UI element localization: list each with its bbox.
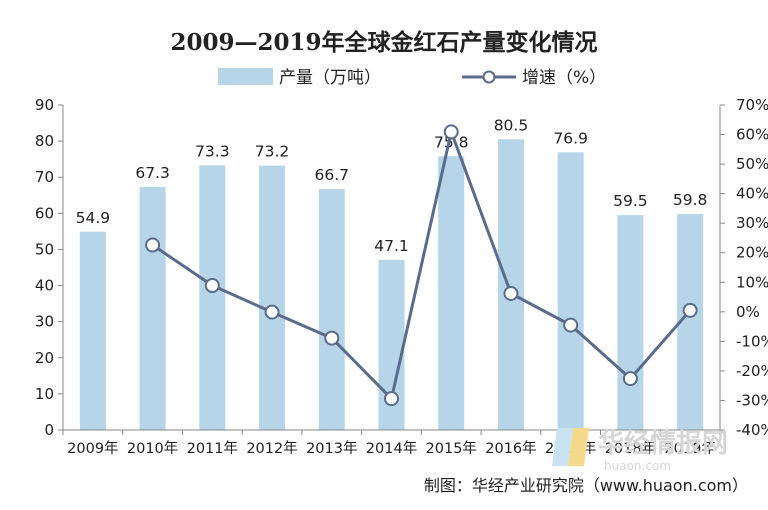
bar xyxy=(497,139,524,431)
left-tick-label: 60 xyxy=(35,204,54,222)
right-tick-label: 20% xyxy=(736,244,768,262)
bar xyxy=(259,165,286,430)
growth-point xyxy=(145,237,161,253)
right-tick-label: 0% xyxy=(736,303,760,321)
right-axis: -40% -30% -20% -10% 0% 10% 20% 30% 40% 50% 60% 70% xyxy=(719,96,768,439)
watermark-logo xyxy=(552,428,573,466)
bar xyxy=(318,189,345,430)
growth-point xyxy=(324,330,340,346)
x-tick-label: 2019年 xyxy=(664,440,715,457)
left-tick-label: 70 xyxy=(35,168,54,186)
legend: 产量（万吨） 增速（%） xyxy=(218,68,606,88)
growth-point xyxy=(443,124,459,140)
bar-value-label: 59.8 xyxy=(673,191,708,209)
x-tick-label: 2012年 xyxy=(246,440,297,457)
x-tick-label: 2015年 xyxy=(426,440,477,457)
x-tick-label: 2016年 xyxy=(485,440,536,457)
legend-bar-label: 产量（万吨） xyxy=(279,68,381,88)
right-tick-label: 40% xyxy=(736,185,768,203)
watermark-url: huaon.com xyxy=(604,459,671,473)
bar-value-label: 59.5 xyxy=(613,192,648,210)
right-tick-label: -40% xyxy=(736,421,768,439)
chart-title: 2009—2019年全球金红石产量变化情况 xyxy=(170,29,597,56)
bar xyxy=(557,152,584,431)
x-tick-label: 2014年 xyxy=(366,440,417,457)
legend-bar-swatch xyxy=(218,68,273,85)
bar-value-label: 47.1 xyxy=(374,237,409,255)
bar-value-label: 67.3 xyxy=(135,164,170,182)
watermark: 华经情报网 huaon.com xyxy=(552,428,728,473)
growth-point xyxy=(384,391,399,407)
bar xyxy=(79,231,106,430)
left-tick-label: 20 xyxy=(35,349,54,367)
left-tick-label: 90 xyxy=(35,96,54,114)
bar-value-label: 73.3 xyxy=(195,142,230,160)
left-axis: 0 10 20 30 40 50 60 70 80 90 xyxy=(35,96,64,439)
left-tick-label: 0 xyxy=(44,421,54,439)
x-tick-label: 2011年 xyxy=(187,440,238,457)
x-tick-label: 2013年 xyxy=(306,440,357,457)
left-tick-label: 40 xyxy=(35,277,54,295)
bar-labels: 54.9 67.3 73.3 73.2 66.7 47.1 75.8 80.5 76.9 59.5… xyxy=(76,116,708,255)
right-tick-label: 60% xyxy=(736,126,768,144)
bar-value-label: 66.7 xyxy=(315,166,350,184)
bar-value-label: 73.2 xyxy=(255,143,290,161)
left-tick-label: 80 xyxy=(35,132,54,150)
growth-point xyxy=(204,278,220,294)
growth-point xyxy=(563,317,579,333)
right-tick-label: 10% xyxy=(736,273,768,291)
bar-value-label: 54.9 xyxy=(76,209,111,227)
right-tick-label: -10% xyxy=(736,332,768,350)
watermark-logo-accent xyxy=(568,428,589,466)
left-tick-label: 30 xyxy=(35,313,54,331)
growth-point xyxy=(503,286,519,301)
x-tick-label: 2009年 xyxy=(67,440,118,457)
left-tick-label: 50 xyxy=(35,240,54,258)
legend-line-label: 增速（%） xyxy=(522,68,606,88)
growth-point xyxy=(264,304,280,320)
right-tick-label: -20% xyxy=(736,362,768,380)
bars xyxy=(79,139,704,431)
left-tick-label: 10 xyxy=(35,385,54,403)
growth-point xyxy=(682,302,698,318)
growth-point xyxy=(622,371,638,387)
right-tick-label: -30% xyxy=(736,391,768,409)
x-tick-label: 2018年 xyxy=(605,440,656,457)
bar xyxy=(199,165,226,431)
bar-value-label: 80.5 xyxy=(494,116,529,134)
bar-value-label: 76.9 xyxy=(553,129,588,147)
bar xyxy=(139,186,166,430)
bar xyxy=(617,215,644,430)
right-tick-label: 50% xyxy=(736,155,768,173)
growth-line xyxy=(145,124,698,407)
x-tick-label: 2010年 xyxy=(127,440,178,457)
growth-line-path xyxy=(151,130,692,401)
source-note: 制图：华经产业研究院（www.huaon.com） xyxy=(424,476,748,495)
watermark-text: 华经情报网 xyxy=(598,428,728,459)
bar-value-label: 75.8 xyxy=(434,133,469,151)
right-tick-label: 70% xyxy=(736,96,768,114)
bar xyxy=(438,156,465,430)
legend-line-marker xyxy=(482,70,496,84)
right-tick-label: 30% xyxy=(736,214,768,232)
